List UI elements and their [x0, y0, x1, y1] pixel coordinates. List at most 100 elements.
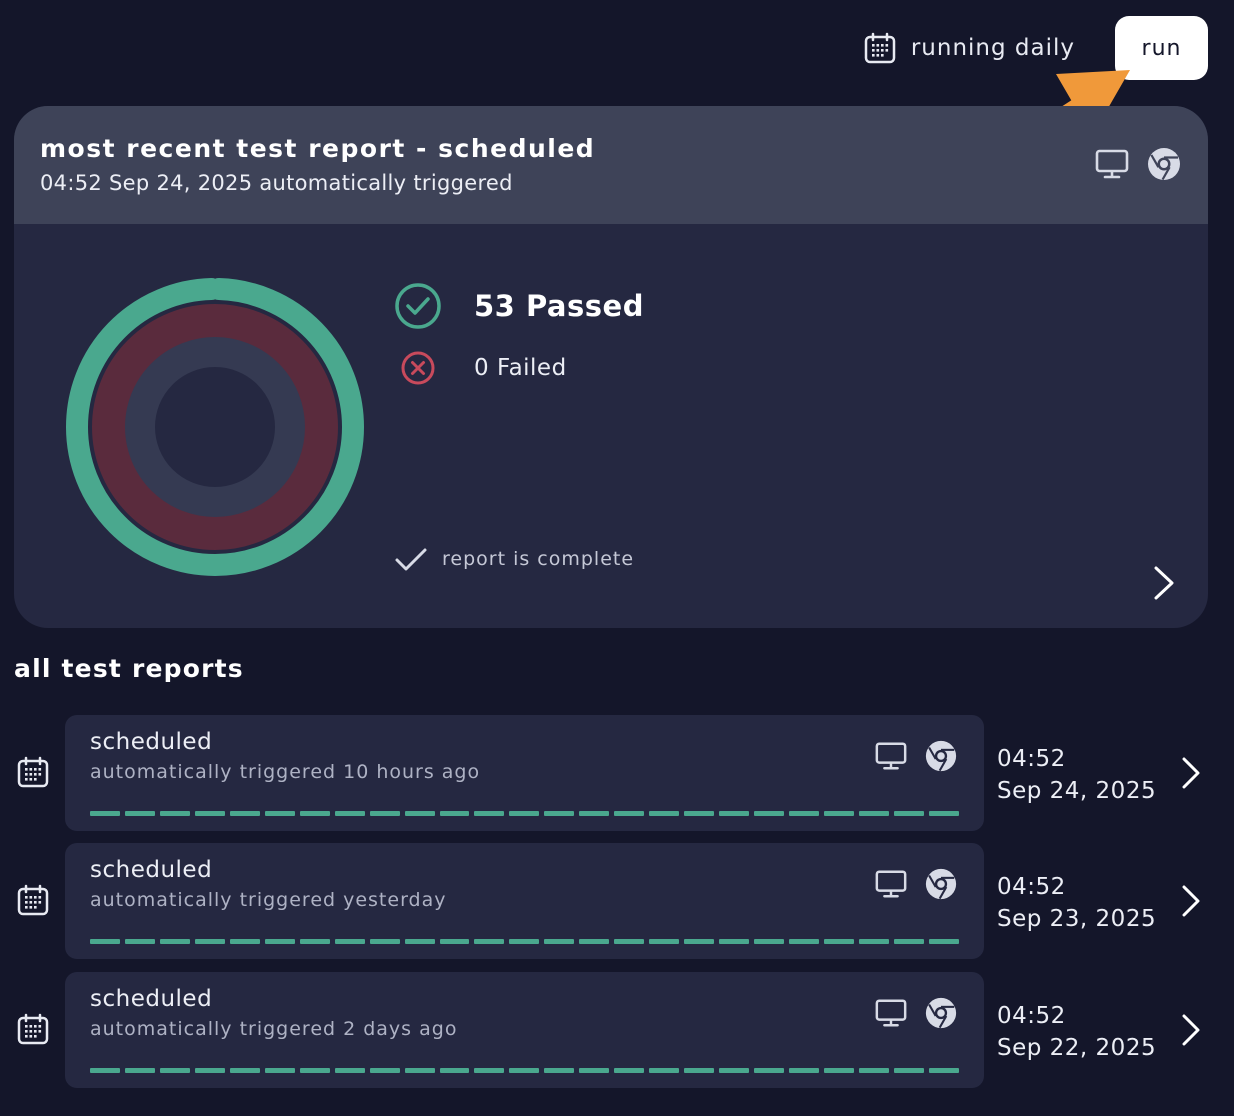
progress-segment: [369, 1068, 400, 1073]
chrome-icon: [925, 740, 957, 772]
progress-segment: [824, 811, 854, 816]
report-status-label: report is complete: [442, 548, 635, 570]
progress-segment: [544, 939, 575, 944]
report-title: scheduled: [90, 857, 213, 883]
report-progress-bar: [90, 939, 959, 944]
progress-segment: [124, 811, 155, 816]
progress-segment: [159, 939, 190, 944]
progress-segment: [509, 811, 540, 816]
progress-segment: [544, 1068, 575, 1073]
progress-segment: [264, 811, 295, 816]
top-bar: running daily run: [863, 16, 1208, 80]
check-circle-icon: [395, 283, 441, 329]
schedule-indicator[interactable]: running daily: [863, 31, 1075, 65]
report-title: scheduled: [90, 986, 213, 1012]
report-time: 04:52: [997, 746, 1066, 772]
environment-icons: [858, 867, 958, 901]
progress-segment: [579, 1068, 610, 1073]
progress-segment: [229, 939, 260, 944]
progress-segment: [824, 939, 854, 944]
run-button[interactable]: run: [1115, 16, 1208, 80]
progress-segment: [90, 939, 120, 944]
progress-segment: [893, 939, 924, 944]
checkmark-icon: [395, 548, 427, 571]
report-progress-bar: [90, 1068, 959, 1073]
progress-segment: [684, 939, 715, 944]
progress-segment: [404, 811, 435, 816]
passed-ring: [66, 278, 364, 576]
progress-segment: [369, 811, 400, 816]
calendar-icon: [17, 1013, 49, 1045]
report-row[interactable]: scheduled automatically triggered yester…: [0, 843, 1234, 959]
progress-segment: [579, 811, 610, 816]
progress-segment: [299, 811, 330, 816]
progress-segment: [229, 1068, 260, 1073]
report-card[interactable]: scheduled automatically triggered 10 hou…: [65, 715, 984, 831]
report-time: 04:52: [997, 874, 1066, 900]
report-card[interactable]: scheduled automatically triggered yester…: [65, 843, 984, 959]
schedule-label: running daily: [910, 35, 1075, 61]
environment-icons: [1078, 146, 1182, 182]
latest-report-title: most recent test report - scheduled: [40, 134, 596, 163]
progress-segment: [334, 1068, 365, 1073]
progress-segment: [439, 939, 470, 944]
progress-segment: [264, 1068, 295, 1073]
progress-segment: [264, 939, 295, 944]
report-row[interactable]: scheduled automatically triggered 10 hou…: [0, 715, 1234, 831]
progress-segment: [404, 1068, 435, 1073]
progress-segment: [893, 1068, 924, 1073]
progress-segment: [299, 1068, 330, 1073]
progress-segment: [474, 1068, 505, 1073]
progress-segment: [928, 811, 959, 816]
failed-count: 0 Failed: [474, 355, 567, 381]
progress-segment: [229, 811, 260, 816]
progress-segment: [439, 811, 470, 816]
progress-segment: [858, 811, 889, 816]
desktop-icon: [875, 999, 907, 1027]
report-card[interactable]: scheduled automatically triggered 2 days…: [65, 972, 984, 1088]
chevron-right-icon[interactable]: [1180, 755, 1202, 791]
failed-row: 0 Failed: [394, 344, 644, 392]
progress-segment: [90, 811, 120, 816]
progress-segment: [299, 939, 330, 944]
progress-segment: [474, 811, 505, 816]
report-subtitle: automatically triggered 2 days ago: [90, 1018, 458, 1040]
progress-segment: [614, 939, 645, 944]
progress-segment: [614, 1068, 645, 1073]
chevron-right-icon[interactable]: [1152, 564, 1176, 602]
progress-segment: [649, 811, 680, 816]
progress-segment: [893, 811, 924, 816]
progress-segment: [719, 939, 750, 944]
latest-report-card[interactable]: most recent test report - scheduled 04:5…: [14, 106, 1208, 628]
progress-segment: [789, 811, 820, 816]
chrome-icon: [1148, 148, 1180, 181]
chrome-icon: [925, 997, 957, 1029]
progress-segment: [509, 1068, 540, 1073]
calendar-icon: [17, 756, 49, 788]
report-subtitle: automatically triggered yesterday: [90, 889, 447, 911]
passed-count: 53 Passed: [474, 289, 644, 323]
progress-segment: [544, 811, 575, 816]
calendar-icon: [864, 32, 896, 64]
progress-segment: [789, 939, 820, 944]
report-row[interactable]: scheduled automatically triggered 2 days…: [0, 972, 1234, 1088]
progress-segment: [614, 811, 645, 816]
x-circle-icon: [401, 351, 435, 385]
progress-segment: [579, 939, 610, 944]
progress-segment: [474, 939, 505, 944]
progress-segment: [194, 1068, 225, 1073]
progress-segment: [159, 811, 190, 816]
report-datetime: 04:52 Sep 24, 2025: [997, 743, 1156, 807]
progress-segment: [194, 811, 225, 816]
progress-segment: [684, 1068, 715, 1073]
progress-segment: [858, 939, 889, 944]
all-reports-title: all test reports: [14, 654, 244, 683]
results-ring-chart: [66, 278, 364, 576]
progress-segment: [928, 1068, 959, 1073]
report-subtitle: automatically triggered 10 hours ago: [90, 761, 481, 783]
chevron-right-icon[interactable]: [1180, 1012, 1202, 1048]
report-time: 04:52: [997, 1003, 1066, 1029]
report-status: report is complete: [394, 542, 634, 576]
chevron-right-icon[interactable]: [1180, 883, 1202, 919]
progress-segment: [334, 939, 365, 944]
